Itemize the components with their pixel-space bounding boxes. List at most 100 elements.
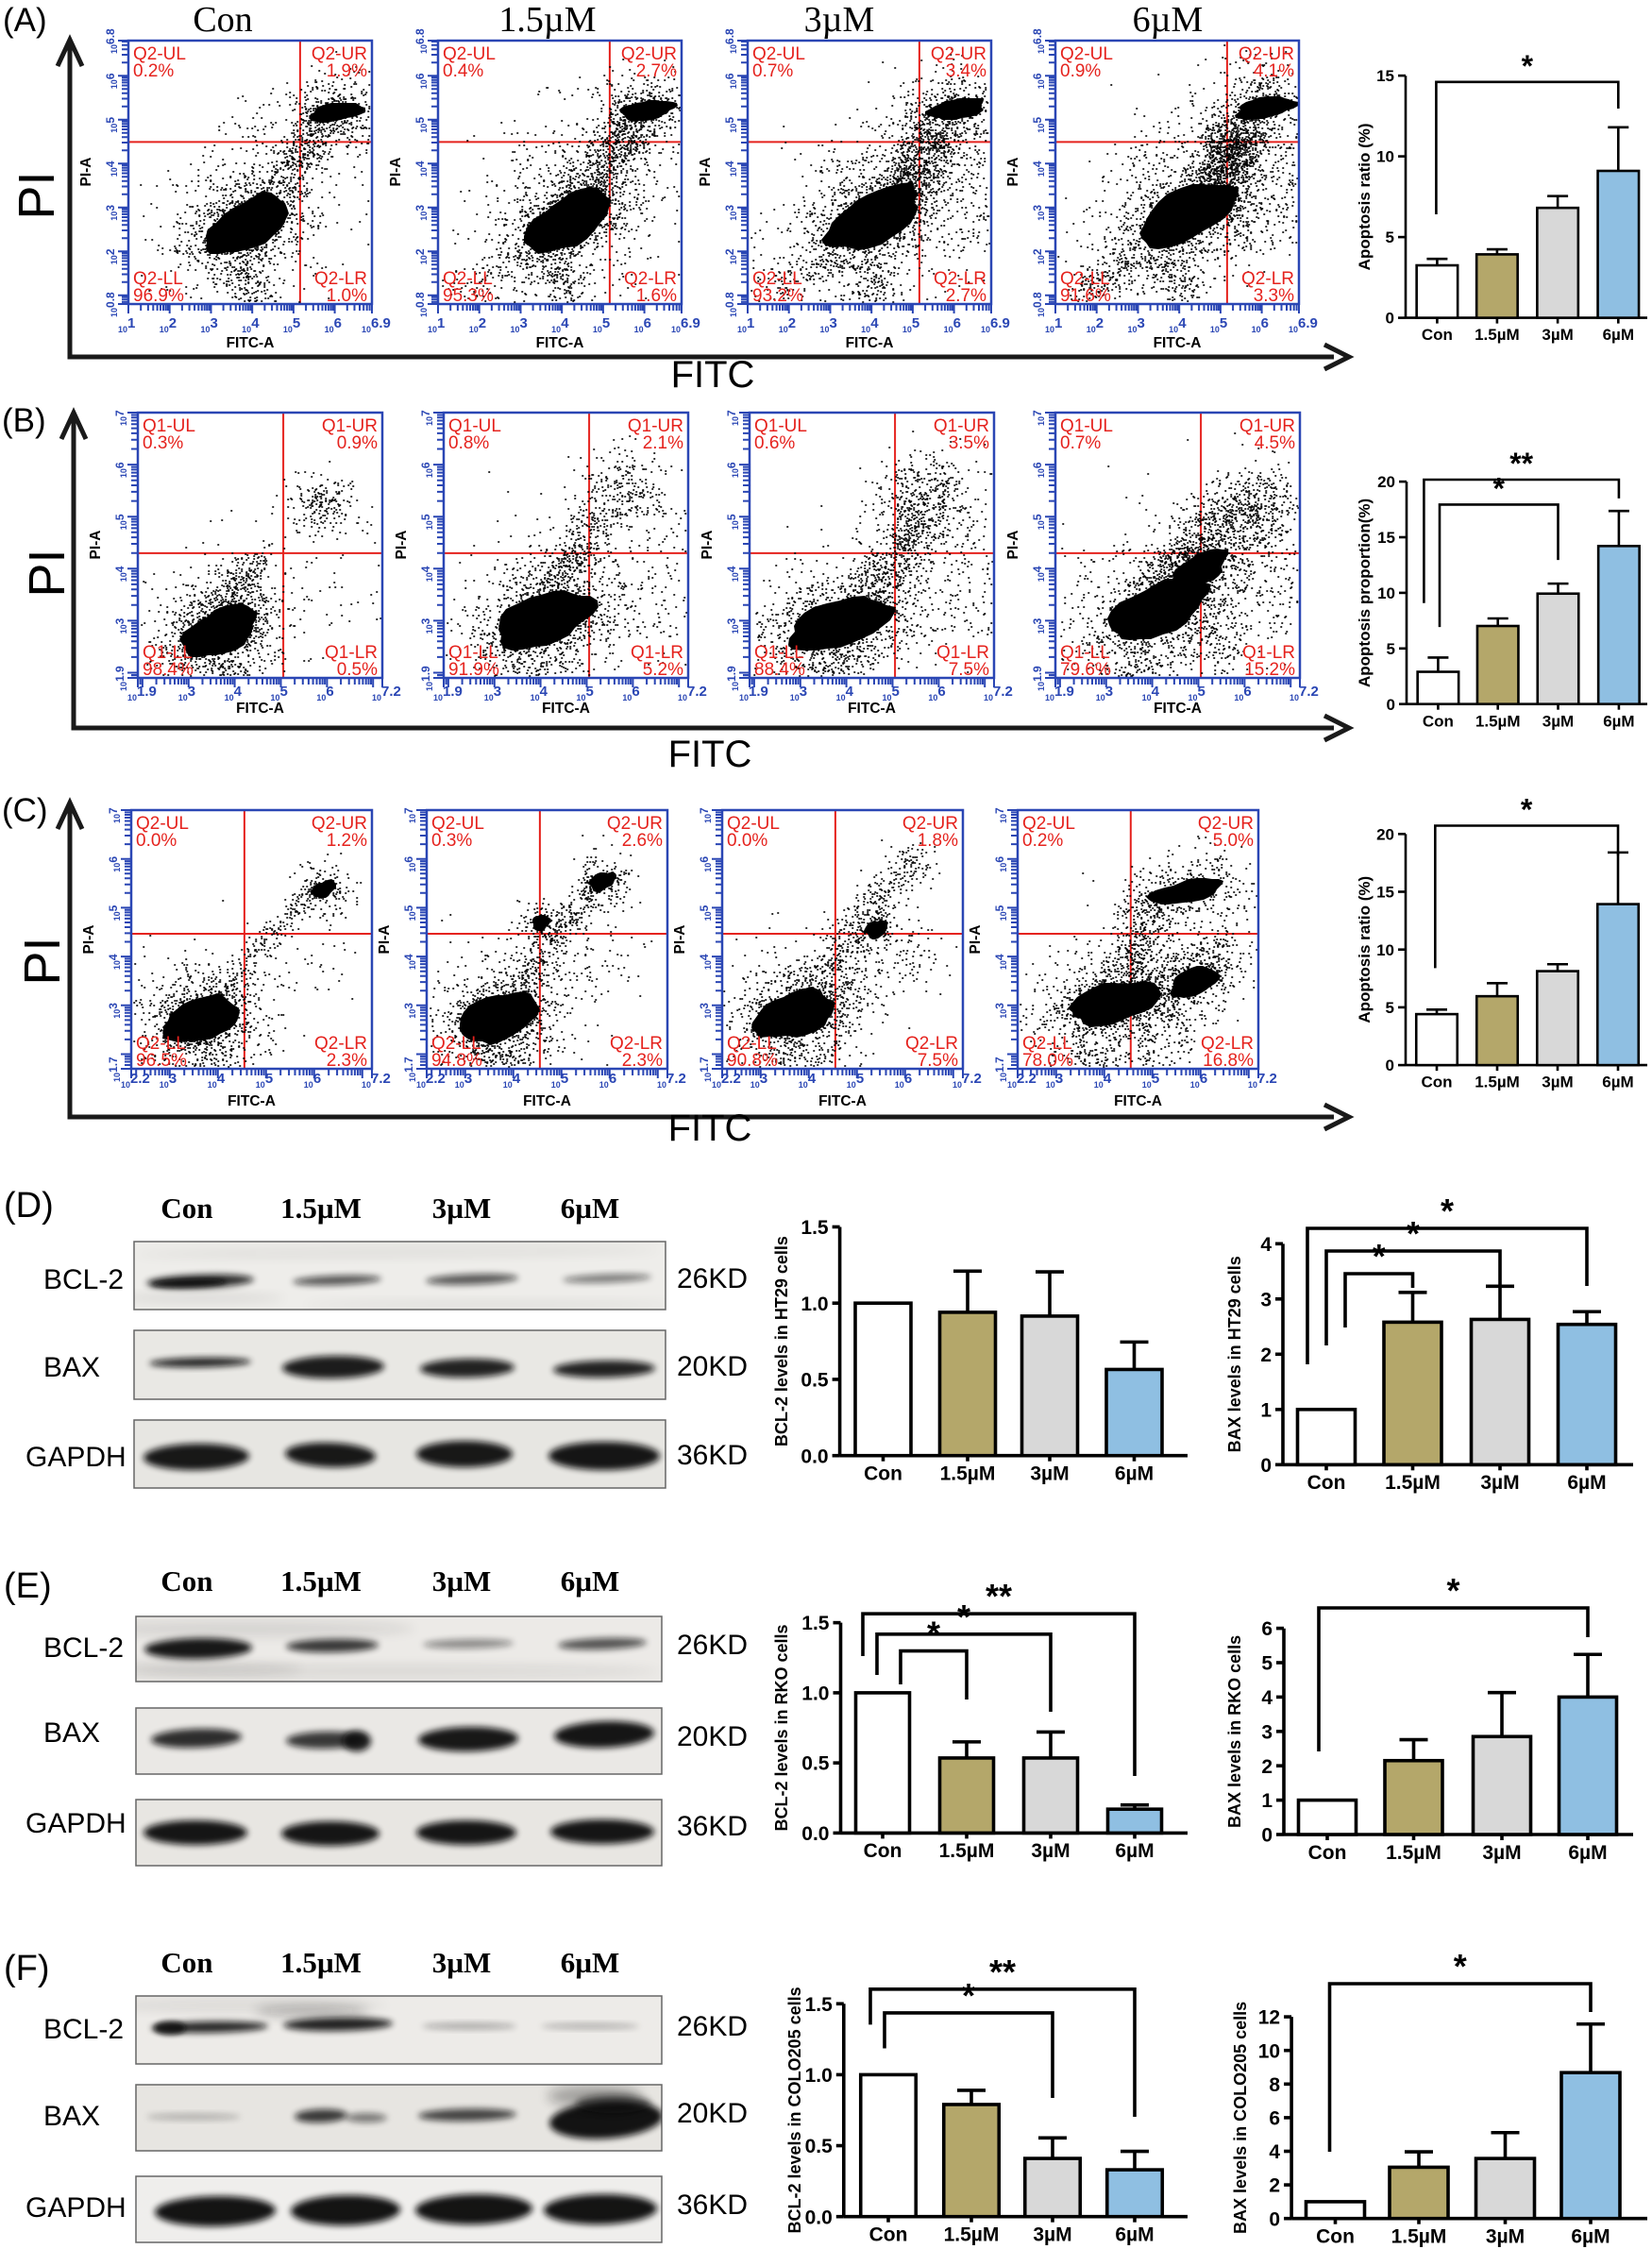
svg-text:0.9%: 0.9% <box>337 433 378 453</box>
svg-text:1.5µM: 1.5µM <box>1391 2226 1447 2248</box>
svg-text:Q2-UR: Q2-UR <box>902 814 958 834</box>
svg-text:79.6%: 79.6% <box>1060 660 1111 680</box>
svg-text:Q2-UR: Q2-UR <box>621 44 677 64</box>
svg-text:1.5µM: 1.5µM <box>1385 1472 1441 1494</box>
svg-text:Con: Con <box>1421 1074 1452 1091</box>
svg-text:Q2-LL: Q2-LL <box>443 269 493 289</box>
svg-text:0: 0 <box>1260 1455 1272 1477</box>
svg-text:Con: Con <box>1307 1472 1346 1494</box>
svg-text:Q2-LR: Q2-LR <box>1241 269 1294 289</box>
svg-text:6µM: 6µM <box>1571 2226 1610 2248</box>
svg-text:10: 10 <box>1258 2040 1280 2062</box>
svg-text:2.3%: 2.3% <box>327 1051 367 1071</box>
svg-text:Q1-UL: Q1-UL <box>143 416 195 436</box>
svg-text:(A): (A) <box>3 2 47 39</box>
svg-text:Q2-LR: Q2-LR <box>610 1034 663 1054</box>
svg-text:*: * <box>1454 1947 1467 1986</box>
svg-text:BAX: BAX <box>43 1717 100 1749</box>
svg-text:BAX levels in HT29 cells: BAX levels in HT29 cells <box>1225 1256 1244 1452</box>
svg-text:1: 1 <box>1261 1790 1273 1812</box>
svg-text:Q1-LR: Q1-LR <box>325 643 378 663</box>
svg-text:*: * <box>1446 1571 1459 1610</box>
svg-text:Q2-LR: Q2-LR <box>624 269 677 289</box>
svg-text:0.9%: 0.9% <box>1060 61 1101 81</box>
svg-text:6µM: 6µM <box>1115 1463 1154 1485</box>
svg-text:Q2-LL: Q2-LL <box>727 1034 777 1054</box>
svg-text:Con: Con <box>1422 326 1453 344</box>
svg-text:1.5µM: 1.5µM <box>1475 712 1521 730</box>
svg-text:0.0: 0.0 <box>801 1823 829 1845</box>
svg-text:0.2%: 0.2% <box>1022 831 1063 851</box>
svg-text:(E): (E) <box>4 1566 52 1606</box>
svg-text:0.0%: 0.0% <box>727 831 767 851</box>
svg-text:Q2-UL: Q2-UL <box>727 814 780 834</box>
svg-text:PI-A: PI-A <box>700 531 716 560</box>
svg-text:6µM: 6µM <box>1133 0 1204 40</box>
svg-text:6: 6 <box>1261 1618 1273 1640</box>
svg-text:*: * <box>1522 49 1534 83</box>
svg-text:BCL-2 levels in COLO205 cells: BCL-2 levels in COLO205 cells <box>785 1987 804 2233</box>
svg-text:6µM: 6µM <box>1115 2224 1154 2246</box>
svg-text:Q2-UL: Q2-UL <box>752 44 805 64</box>
svg-text:0.3%: 0.3% <box>143 433 183 453</box>
svg-text:Con: Con <box>160 1564 212 1598</box>
svg-text:PI-A: PI-A <box>1005 531 1021 560</box>
svg-text:4: 4 <box>1260 1234 1272 1256</box>
svg-text:10: 10 <box>1376 148 1394 166</box>
svg-text:1.5µM: 1.5µM <box>940 1463 996 1485</box>
svg-text:15: 15 <box>1376 884 1394 902</box>
svg-text:3: 3 <box>1261 1721 1273 1743</box>
svg-text:88.4%: 88.4% <box>754 660 805 680</box>
svg-text:6µM: 6µM <box>561 1946 620 1979</box>
svg-text:Q2-UR: Q2-UR <box>1239 44 1294 64</box>
svg-text:FITC-A: FITC-A <box>523 1093 571 1109</box>
svg-text:Con: Con <box>160 1192 212 1225</box>
svg-text:PI-A: PI-A <box>968 925 984 955</box>
svg-text:**: ** <box>1509 447 1533 481</box>
svg-text:PI-A: PI-A <box>1005 158 1021 187</box>
svg-text:5: 5 <box>1261 1653 1273 1675</box>
svg-text:0.7%: 0.7% <box>752 61 793 81</box>
svg-text:Con: Con <box>869 2224 908 2246</box>
svg-text:2.3%: 2.3% <box>622 1051 663 1071</box>
svg-text:Q1-LR: Q1-LR <box>1242 643 1295 663</box>
svg-text:1.5µM: 1.5µM <box>944 2224 1000 2246</box>
svg-text:**: ** <box>989 1953 1016 1991</box>
svg-text:BCL-2 levels in HT29 cells: BCL-2 levels in HT29 cells <box>772 1236 791 1446</box>
svg-text:Q2-LR: Q2-LR <box>934 269 986 289</box>
svg-text:1.5µM: 1.5µM <box>1386 1842 1441 1864</box>
svg-text:(C): (C) <box>2 792 48 829</box>
svg-text:0: 0 <box>1386 1057 1394 1074</box>
svg-text:Q1-LR: Q1-LR <box>936 643 989 663</box>
svg-text:Apoptosis ratio (%): Apoptosis ratio (%) <box>1356 876 1374 1023</box>
svg-text:2.1%: 2.1% <box>643 433 683 453</box>
svg-text:36KD: 36KD <box>677 1440 748 1471</box>
svg-text:0.0%: 0.0% <box>136 831 177 851</box>
svg-text:20KD: 20KD <box>677 2098 748 2129</box>
svg-text:2: 2 <box>1269 2175 1280 2197</box>
svg-text:7.5%: 7.5% <box>949 660 989 680</box>
svg-text:FITC-A: FITC-A <box>1154 701 1202 717</box>
svg-text:12: 12 <box>1258 2007 1280 2029</box>
svg-text:Con: Con <box>193 0 252 40</box>
svg-text:6: 6 <box>1269 2107 1280 2129</box>
svg-text:5.0%: 5.0% <box>1213 831 1254 851</box>
svg-text:GAPDH: GAPDH <box>25 1808 126 1839</box>
svg-text:20: 20 <box>1376 825 1394 843</box>
svg-text:FITC: FITC <box>668 1108 752 1149</box>
svg-text:1.5µM: 1.5µM <box>1475 1074 1520 1091</box>
svg-text:Con: Con <box>1316 2226 1355 2248</box>
svg-text:0.8%: 0.8% <box>448 433 489 453</box>
svg-text:FITC: FITC <box>671 354 755 396</box>
svg-text:BCL-2: BCL-2 <box>43 1632 124 1664</box>
svg-text:1.5µM: 1.5µM <box>280 1946 362 1979</box>
svg-text:0.0: 0.0 <box>805 2207 833 2228</box>
svg-text:*: * <box>1373 1237 1386 1276</box>
svg-text:90.8%: 90.8% <box>727 1051 778 1071</box>
svg-text:3.3%: 3.3% <box>1254 286 1294 306</box>
svg-text:Q1-UR: Q1-UR <box>628 416 683 436</box>
svg-text:0.6%: 0.6% <box>754 433 795 453</box>
svg-text:FITC-A: FITC-A <box>1114 1093 1162 1109</box>
svg-text:3µM: 3µM <box>804 0 875 40</box>
svg-text:2: 2 <box>1261 1756 1273 1778</box>
